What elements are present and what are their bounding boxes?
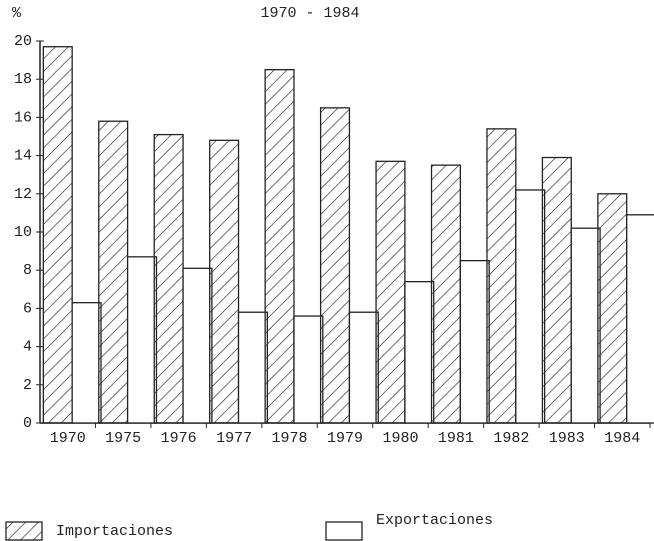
y-tick-label: 10 bbox=[14, 224, 32, 241]
y-tick-label: 18 bbox=[14, 71, 32, 88]
x-tick-label: 1975 bbox=[105, 430, 141, 447]
bar bbox=[515, 189, 546, 424]
y-tick-label: 16 bbox=[14, 109, 32, 126]
x-tick-label: 1979 bbox=[327, 430, 363, 447]
bar bbox=[375, 160, 406, 424]
y-tick-label: 14 bbox=[14, 148, 32, 165]
legend-swatch bbox=[325, 521, 363, 541]
legend-label: Importaciones bbox=[56, 523, 173, 540]
bar bbox=[153, 133, 184, 424]
x-tick-label: 1977 bbox=[216, 430, 252, 447]
chart-title: 1970 - 1984 bbox=[260, 5, 359, 22]
legend-swatch bbox=[5, 521, 43, 541]
x-tick-label: 1984 bbox=[604, 430, 640, 447]
y-tick-label: 20 bbox=[14, 33, 32, 50]
bar bbox=[237, 311, 269, 424]
y-tick-label: 12 bbox=[14, 186, 32, 203]
y-axis-label: % bbox=[12, 5, 22, 22]
bar bbox=[293, 315, 324, 424]
bar bbox=[626, 214, 654, 424]
bar bbox=[570, 227, 601, 424]
x-tick-label: 1983 bbox=[549, 430, 585, 447]
legend-label: Exportaciones bbox=[376, 512, 493, 529]
bar bbox=[182, 267, 213, 424]
bar bbox=[42, 46, 73, 424]
bar bbox=[430, 164, 461, 424]
x-tick-label: 1978 bbox=[272, 430, 308, 447]
bar bbox=[98, 120, 129, 424]
bar bbox=[264, 69, 295, 424]
bar bbox=[541, 156, 572, 424]
y-tick-label: 2 bbox=[23, 377, 32, 394]
bar bbox=[486, 128, 517, 424]
bar bbox=[597, 193, 628, 424]
bar bbox=[459, 259, 490, 424]
x-tick-label: 1980 bbox=[382, 430, 418, 447]
y-tick-label: 0 bbox=[23, 415, 32, 432]
bar bbox=[71, 302, 102, 424]
x-tick-label: 1976 bbox=[161, 430, 197, 447]
y-tick-label: 4 bbox=[23, 339, 32, 356]
x-tick-label: 1982 bbox=[493, 430, 529, 447]
bar bbox=[209, 139, 240, 424]
bar bbox=[126, 256, 158, 424]
y-tick-label: 6 bbox=[23, 300, 32, 317]
x-tick-label: 1970 bbox=[50, 430, 86, 447]
x-tick-label: 1981 bbox=[438, 430, 474, 447]
y-tick-label: 8 bbox=[23, 262, 32, 279]
bar bbox=[404, 281, 435, 424]
bar bbox=[319, 107, 351, 424]
bar bbox=[348, 311, 379, 424]
